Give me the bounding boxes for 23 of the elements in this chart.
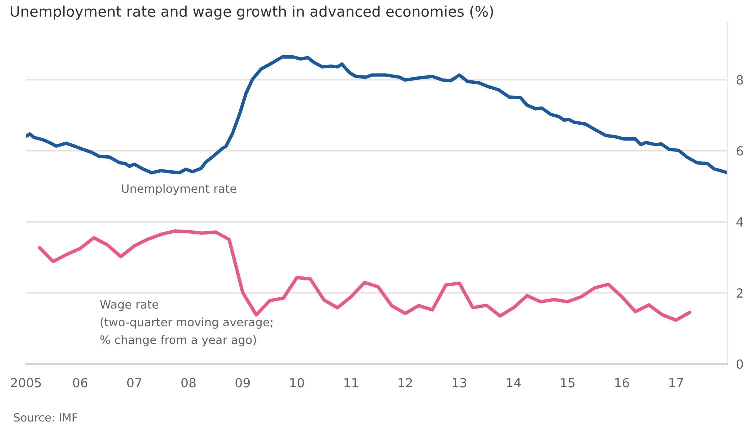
series-label: Wage rate (two-quarter moving average; % change from a year ago) [100,300,273,347]
y-tick-label: 8 [736,75,744,85]
chart-title: Unemployment rate and wage growth in advanced economies (%) [11,6,494,20]
x-tick-label: 16 [616,378,630,388]
line-series [26,55,728,175]
y-tick-label: 4 [736,218,744,227]
series-label: Unemployment rate [122,184,236,196]
x-tick-label: 17 [670,378,684,388]
y-tick-label: 6 [736,146,744,156]
x-tick-label: 10 [290,378,304,388]
y-tick-label: 2 [736,288,743,298]
x-tick-label: 15 [561,378,575,388]
x-tick-label: 13 [453,378,467,388]
x-tick-label: 06 [73,378,88,388]
x-tick-label: 14 [507,378,522,388]
x-tick-label: 09 [236,378,250,388]
x-tick-label: 07 [127,378,142,388]
y-tick-label: 0 [736,360,744,370]
x-tick-label: 2005 [11,378,42,388]
x-tick-label: 11 [344,378,358,388]
x-tick-label: 08 [182,378,196,388]
x-tick-label: 12 [398,378,412,388]
source-note: Source: IMF [14,413,78,422]
